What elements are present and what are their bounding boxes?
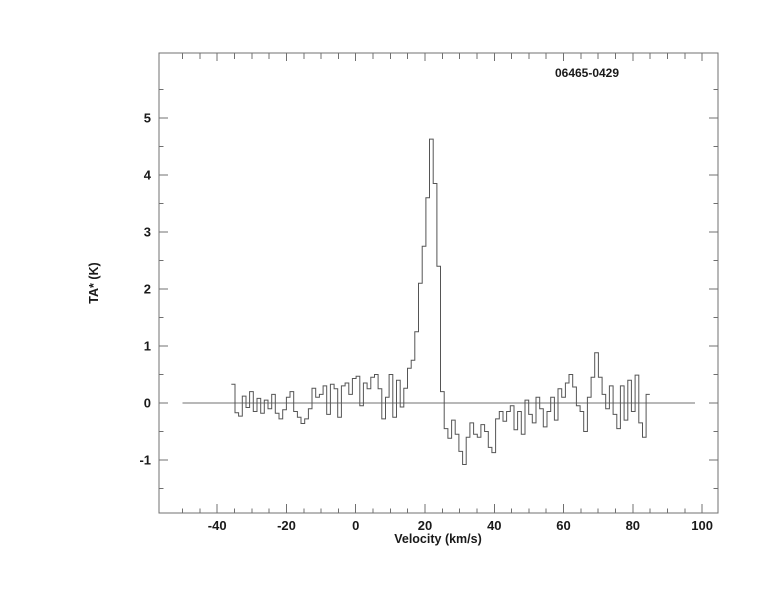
y-tick-label: -1 bbox=[139, 453, 151, 468]
x-tick-label: 20 bbox=[418, 518, 432, 533]
y-tick-label: 4 bbox=[144, 168, 152, 183]
x-tick-label: 40 bbox=[487, 518, 501, 533]
plot-frame bbox=[158, 52, 719, 514]
x-tick-label: 60 bbox=[556, 518, 570, 533]
x-axis-label: Velocity (km/s) bbox=[394, 532, 482, 546]
label-layer: 06465-0429 Velocity (km/s) TA* (K) bbox=[87, 66, 619, 546]
spectrum-trace bbox=[231, 138, 650, 465]
x-tick-label: 80 bbox=[626, 518, 640, 533]
x-tick-labels: -40 -20 0 20 40 60 80 100 bbox=[208, 518, 713, 533]
y-tick-label: 1 bbox=[144, 339, 151, 354]
y-tick-label: 5 bbox=[144, 111, 151, 126]
y-tick-label: 3 bbox=[144, 225, 151, 240]
x-tick-label: 0 bbox=[352, 518, 359, 533]
source-title: 06465-0429 bbox=[555, 66, 619, 80]
data-layer bbox=[182, 138, 696, 465]
x-tick-label: 100 bbox=[691, 518, 713, 533]
y-tick-labels: -1 0 1 2 3 4 5 bbox=[139, 111, 151, 468]
axes-layer: -40 -20 0 20 40 60 80 100 -1 0 1 2 3 4 5 bbox=[139, 52, 719, 533]
y-axis-label: TA* (K) bbox=[87, 262, 101, 303]
axis-ticks bbox=[159, 53, 718, 513]
x-tick-label: -40 bbox=[208, 518, 227, 533]
y-tick-label: 2 bbox=[144, 282, 151, 297]
x-tick-label: -20 bbox=[277, 518, 296, 533]
y-tick-label: 0 bbox=[144, 396, 151, 411]
